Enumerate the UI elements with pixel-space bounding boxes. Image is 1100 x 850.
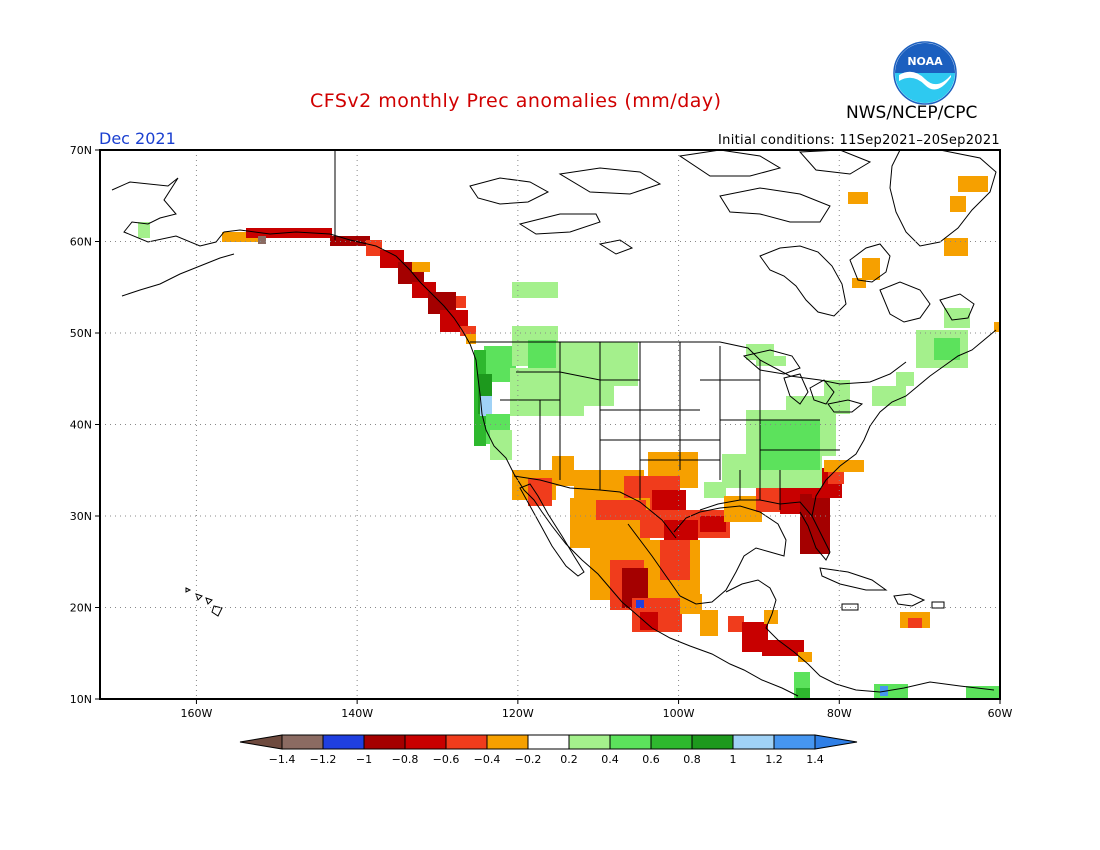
gridlines (100, 150, 1000, 699)
legend-swatch (609, 734, 652, 750)
map-title: CFSv2 monthly Prec anomalies (mm/day) (310, 90, 722, 112)
legend-label: −0.8 (392, 753, 419, 766)
legend-swatch (691, 734, 734, 750)
agency-label: NWS/NCEP/CPC (846, 103, 978, 123)
lat-label: 20N (70, 602, 92, 615)
legend-swatch (445, 734, 488, 750)
legend-label: 0.6 (642, 753, 660, 766)
longitude-labels: 160W 140W 120W 100W 80W 60W (180, 699, 1013, 720)
lon-label: 60W (988, 707, 1013, 720)
legend-swatch (527, 734, 570, 750)
color-legend: −1.4 −1.2 −1 −0.8 −0.6 −0.4 −0.2 0.2 0.4 0.6 0.8 1 1… (239, 734, 858, 766)
noaa-logo: NOAA (893, 41, 957, 105)
lon-label: 140W (341, 707, 373, 720)
legend-label: −0.6 (433, 753, 460, 766)
legend-swatch (568, 734, 611, 750)
legend-label: −0.2 (515, 753, 542, 766)
legend-label: 0.8 (683, 753, 701, 766)
legend-swatch (281, 734, 324, 750)
legend-label: 1.2 (765, 753, 783, 766)
lon-label: 80W (827, 707, 852, 720)
forecast-month: Dec 2021 (99, 129, 176, 148)
anomaly-shading (138, 176, 1000, 698)
lat-label: 10N (70, 693, 92, 706)
noaa-logo-text: NOAA (907, 55, 943, 68)
lon-label: 100W (663, 707, 695, 720)
latitude-labels: 10N 20N 30N 40N 50N 60N 70N (70, 144, 100, 706)
lat-label: 60N (70, 236, 92, 249)
legend-label: 1.4 (806, 753, 824, 766)
legend-swatch (322, 734, 365, 750)
legend-label: 1 (730, 753, 737, 766)
lon-label: 120W (502, 707, 534, 720)
legend-swatch (773, 734, 816, 750)
legend-label: 0.4 (601, 753, 619, 766)
initial-conditions: Initial conditions: 11Sep2021–20Sep2021 (718, 133, 1000, 148)
lon-label: 160W (180, 707, 212, 720)
legend-swatch (650, 734, 693, 750)
lat-label: 30N (70, 510, 92, 523)
legend-swatch (363, 734, 406, 750)
legend-swatch (486, 734, 529, 750)
legend-swatch (732, 734, 775, 750)
legend-label: −1.2 (310, 753, 337, 766)
legend-swatch (404, 734, 447, 750)
legend-label: −1 (356, 753, 372, 766)
lat-label: 40N (70, 419, 92, 432)
lat-label: 50N (70, 327, 92, 340)
legend-label: −1.4 (269, 753, 296, 766)
lat-label: 70N (70, 144, 92, 157)
legend-label: −0.4 (474, 753, 501, 766)
legend-arrow-right (814, 734, 858, 750)
coastlines (111, 149, 997, 697)
legend-label: 0.2 (560, 753, 578, 766)
legend-arrow-left (239, 734, 283, 750)
